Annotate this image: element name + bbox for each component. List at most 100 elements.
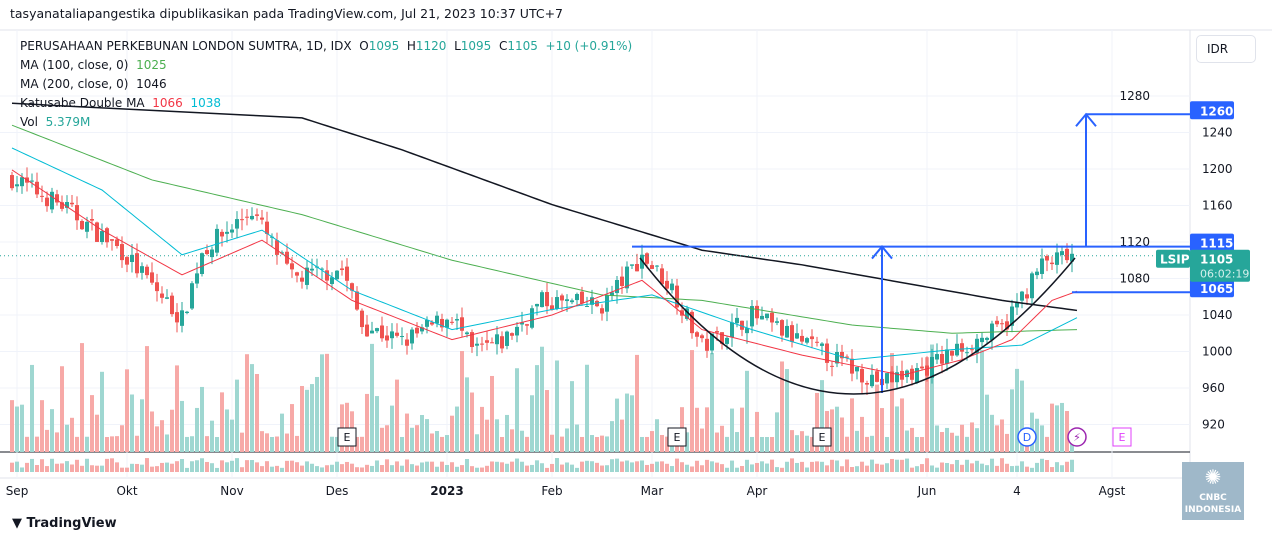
subpane-bar: [165, 462, 169, 472]
volume-bar: [415, 425, 419, 452]
subpane-bar: [10, 462, 14, 472]
subpane-bar: [500, 462, 504, 472]
candle-body: [550, 305, 554, 310]
volume-bar: [720, 425, 724, 452]
subpane-bar: [1015, 465, 1019, 472]
volume-bar: [425, 419, 429, 452]
subpane-bar: [910, 467, 914, 472]
subpane-bar: [430, 461, 434, 472]
candle-body: [625, 266, 629, 289]
legend-ma200[interactable]: MA (200, close, 0) 1046: [20, 77, 167, 91]
last-price-label: 1105: [1200, 253, 1233, 267]
candle-body: [115, 239, 119, 247]
volume-bar: [995, 425, 999, 452]
legend-volume[interactable]: Vol 5.379M: [20, 115, 90, 129]
volume-bar: [210, 420, 214, 452]
candle-body: [445, 319, 449, 328]
subpane-bar: [890, 458, 894, 472]
candle-body: [1030, 273, 1034, 299]
subpane-bar: [870, 459, 874, 472]
subpane-bar: [275, 465, 279, 472]
volume-bar: [605, 436, 609, 452]
candle-body: [55, 194, 59, 203]
close-value: 1105: [507, 39, 538, 53]
volume-bar: [935, 425, 939, 452]
volume-bar: [275, 436, 279, 452]
price-tick-label: 1000: [1202, 345, 1233, 359]
candle-body: [440, 318, 444, 328]
volume-bar: [325, 353, 329, 452]
subpane-bar: [650, 463, 654, 472]
subpane-bar: [580, 461, 584, 472]
legend-ma100[interactable]: MA (100, close, 0) 1025: [20, 58, 167, 72]
legend-katusabe[interactable]: Katusabe Double MA 1066 1038: [20, 96, 221, 110]
volume-bar: [475, 434, 479, 452]
volume-bar: [555, 360, 559, 452]
subpane-bar: [260, 466, 264, 472]
vol-label: Vol: [20, 115, 38, 129]
candle-body: [780, 320, 784, 336]
volume-bar: [915, 436, 919, 452]
subpane-bar: [185, 467, 189, 472]
volume-bar: [940, 432, 944, 452]
candle-body: [575, 294, 579, 301]
volume-bar: [505, 414, 509, 452]
volume-bar: [165, 434, 169, 452]
earnings-marker-label: E: [344, 431, 351, 444]
candle-body: [850, 358, 854, 374]
subpane-bar: [685, 464, 689, 472]
volume-bar: [155, 426, 159, 452]
volume-bar: [665, 436, 669, 452]
volume-bar: [575, 424, 579, 452]
subpane-bar: [365, 464, 369, 472]
candle-body: [545, 292, 549, 307]
subpane-bar: [550, 463, 554, 472]
candle-body: [155, 282, 159, 292]
volume-bar: [130, 394, 134, 452]
volume-bar: [1065, 411, 1069, 452]
subpane-bar: [810, 461, 814, 472]
cup-depth-arrow: [871, 245, 893, 393]
volume-bar: [765, 436, 769, 452]
volume-bar: [635, 354, 639, 452]
candle-body: [1010, 306, 1014, 326]
volume-bar: [615, 398, 619, 452]
candle-body: [345, 266, 349, 281]
volume-bar: [470, 392, 474, 452]
candle-body: [150, 272, 154, 283]
volume-bar: [1055, 405, 1059, 452]
brand-label: TradingView: [26, 516, 117, 531]
subpane-bar: [950, 464, 954, 472]
volume-bar: [195, 407, 199, 452]
candle-body: [450, 321, 454, 323]
subpane-bar: [315, 466, 319, 472]
subpane-bar: [80, 465, 84, 472]
subpane-bar: [1070, 459, 1074, 472]
volume-bar: [845, 436, 849, 452]
volume-bar: [450, 415, 454, 452]
subpane-bar: [345, 461, 349, 472]
candle-body: [635, 264, 639, 272]
last-price-tag-bg: [1190, 249, 1250, 282]
candle-body: [85, 221, 89, 232]
candle-body: [330, 277, 334, 285]
volume-bar: [690, 350, 694, 452]
volume-bar: [495, 419, 499, 452]
volume-bar: [85, 436, 89, 452]
volume-bar: [925, 357, 929, 452]
candle-body: [605, 295, 609, 312]
subpane-bar: [640, 460, 644, 472]
low-value: 1095: [460, 39, 492, 53]
candle-body: [760, 315, 764, 320]
subpane-bar: [65, 461, 69, 472]
subpane-bar: [370, 465, 374, 472]
volume-bar: [145, 346, 149, 452]
subpane-bar: [410, 464, 414, 472]
peacock-icon: ✺: [1204, 465, 1222, 489]
volume-bar: [520, 430, 524, 452]
candle-body: [65, 202, 69, 208]
currency-button[interactable]: IDR: [1196, 35, 1256, 63]
subpane-bar: [495, 461, 499, 472]
subpane-bar: [745, 459, 749, 472]
